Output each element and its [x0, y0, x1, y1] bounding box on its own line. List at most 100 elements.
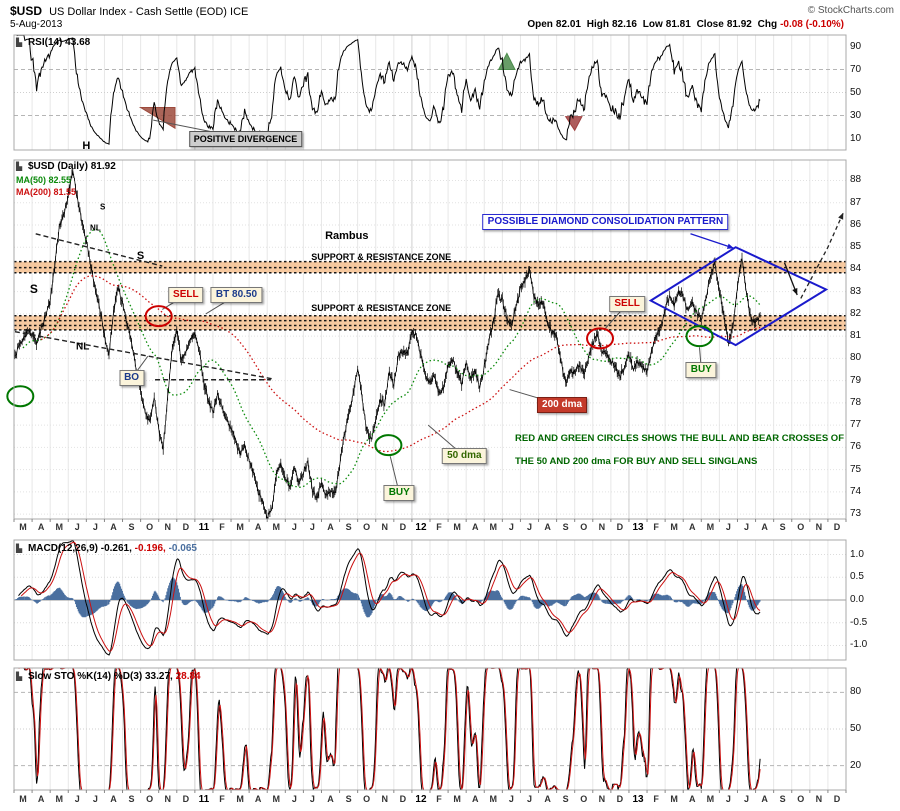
month-label: S	[128, 794, 135, 804]
month-label: S	[562, 522, 569, 532]
sell-cross-circle-2012	[586, 327, 615, 350]
close-value: 81.92	[726, 19, 752, 30]
month-label: J	[74, 522, 80, 532]
macd-axis-label: -0.5	[850, 616, 868, 628]
price-legend-name: $USD (Daily)	[27, 161, 88, 172]
macd-panel-icon: ▙	[16, 544, 23, 553]
macd-value-3: -0.065	[168, 543, 197, 554]
month-label: M	[55, 522, 63, 532]
month-label: S	[779, 522, 786, 532]
month-label: D	[833, 794, 841, 804]
pullback-arrow-head	[792, 288, 798, 296]
high-label: High	[586, 19, 609, 30]
chart-title: $USD US Dollar Index - Cash Settle (EOD)…	[10, 4, 248, 18]
diamond-pointer-arrow-head	[726, 243, 734, 249]
small-shoulder-label: S	[99, 202, 106, 212]
sell-cross-circle-2010	[144, 305, 173, 328]
price-axis-label: 88	[850, 174, 862, 186]
price-axis-label: 82	[850, 307, 862, 319]
month-label: 13	[632, 522, 644, 533]
sto-legend: ▙ Slow STO %K(14) %D(3) 33.27, 28.84	[16, 671, 201, 682]
macd-axis-label: -1.0	[850, 639, 868, 651]
month-label: A	[110, 522, 117, 532]
price-axis-label: 77	[850, 419, 862, 431]
price-axis-label: 83	[850, 285, 862, 297]
month-label: J	[291, 522, 297, 532]
buy-label-2013: BUY	[685, 361, 717, 378]
chart-date: 5-Aug-2013	[10, 19, 63, 30]
month-label: F	[436, 522, 442, 532]
sto-k-line	[18, 668, 761, 790]
month-label: A	[689, 794, 696, 804]
month-label: J	[508, 794, 514, 804]
diamond-pattern	[648, 246, 829, 347]
month-label: A	[544, 794, 551, 804]
panel-border	[13, 34, 847, 151]
month-label: 11	[198, 794, 210, 805]
copyright: © StockCharts.com	[807, 5, 894, 16]
month-label: O	[363, 522, 371, 532]
month-label: N	[815, 794, 823, 804]
month-label: J	[74, 794, 80, 804]
price-axis-label: 79	[850, 374, 862, 386]
month-label: D	[182, 522, 190, 532]
month-label: M	[489, 522, 498, 532]
price-legend-value: 81.92	[90, 161, 116, 172]
rsi-axis-label: 30	[850, 109, 862, 121]
rsi-axis-label: 70	[850, 63, 862, 75]
month-label: 13	[632, 794, 644, 805]
month-label: O	[797, 794, 805, 804]
neckline-label: NL	[76, 341, 90, 353]
month-label: M	[55, 794, 63, 804]
month-label: 11	[198, 522, 210, 533]
macd-legend: ▙ MACD(12,26,9) -0.261, -0.196, -0.065	[16, 543, 197, 554]
rsi-legend: ▙ RSI(14) 43.68	[16, 37, 90, 48]
month-label: A	[254, 522, 262, 532]
month-label: M	[272, 522, 281, 532]
bull-bear-note-line2: THE 50 AND 200 dma FOR BUY AND SELL SING…	[515, 455, 758, 467]
price-axis-label: 76	[850, 441, 862, 453]
month-label: N	[164, 794, 171, 804]
month-label: A	[471, 522, 479, 532]
rambus-watermark: Rambus	[325, 230, 369, 243]
ma50-line	[22, 228, 761, 488]
month-label: D	[399, 522, 407, 532]
chg-label: Chg	[757, 19, 778, 30]
rsi-axis-label: 10	[850, 132, 862, 144]
buy-cross-circle-2011	[374, 434, 403, 457]
price-legend: ▙ $USD (Daily) 81.92	[16, 161, 116, 172]
month-label: A	[471, 794, 479, 804]
month-label: N	[381, 794, 389, 804]
month-label: A	[254, 794, 262, 804]
price-axis-label: 80	[850, 352, 862, 364]
month-label: M	[272, 794, 281, 804]
open-value: 82.01	[555, 19, 581, 30]
month-label: J	[309, 794, 315, 804]
open-label: Open	[527, 19, 553, 30]
rsi-panel-icon: ▙	[16, 38, 23, 47]
month-label: F	[436, 794, 442, 804]
rsi-legend-value: 43.68	[65, 37, 91, 48]
month-label: J	[526, 794, 532, 804]
month-label: M	[453, 522, 461, 532]
macd-axis-label: 0.0	[850, 594, 864, 605]
ohlc-row: Open 82.01 High 82.16 Low 81.81 Close 81.92 …	[524, 19, 844, 30]
high-value: 82.16	[611, 19, 637, 30]
breakout-label: BO	[119, 370, 145, 387]
low-value: 81.81	[665, 19, 691, 30]
trendline	[35, 233, 163, 267]
panel-border	[13, 539, 847, 661]
price-axis-label: 75	[850, 463, 862, 475]
month-label: A	[689, 522, 696, 532]
head-label: H	[82, 139, 91, 152]
month-label: M	[706, 522, 715, 532]
month-label: 12	[415, 522, 427, 533]
buy-cross-circle-2013	[685, 325, 714, 348]
dma200-label: 200 dma	[537, 397, 588, 414]
price-axis-label: 87	[850, 196, 862, 208]
month-label: S	[345, 794, 352, 804]
dma50-label: 50 dma	[442, 448, 487, 465]
month-label: D	[399, 794, 407, 804]
rsi-legend-name: RSI(14)	[27, 37, 63, 48]
